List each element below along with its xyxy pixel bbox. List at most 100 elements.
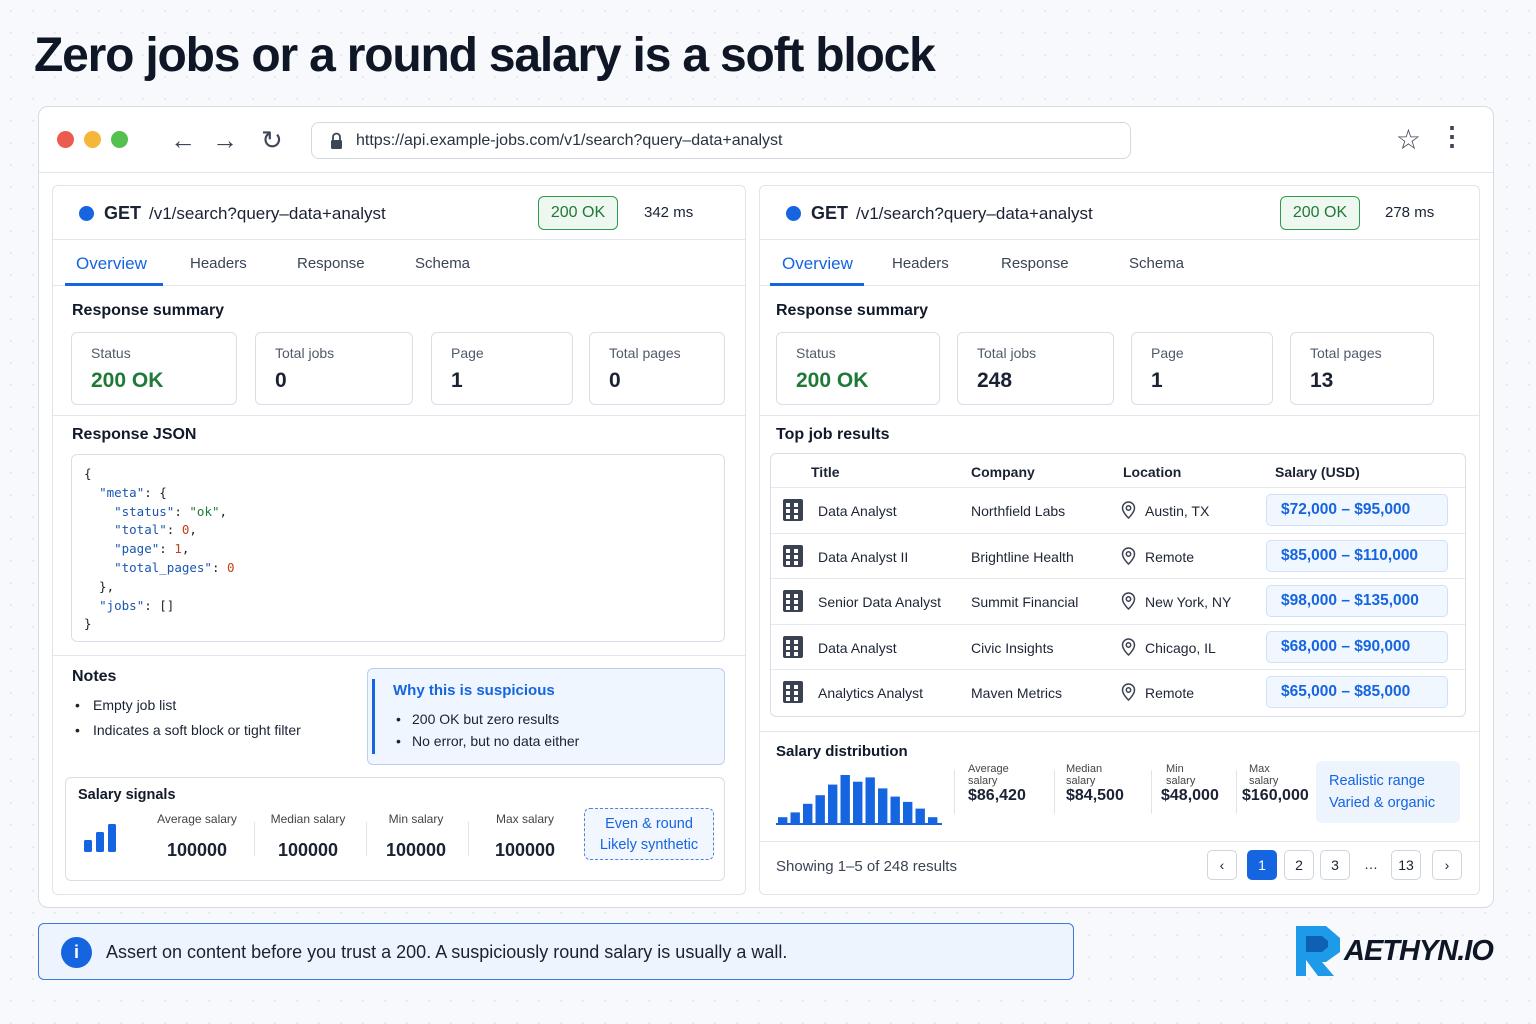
page-button-13[interactable]: 13 [1391,850,1421,880]
more-menu-icon[interactable]: ⋮ [1439,121,1465,151]
card-value: 200 OK [796,369,869,392]
tab-bar: Overview Headers Response Schema [53,240,745,286]
salary-range: $85,000 – $110,000 [1266,539,1448,572]
active-tab-indicator [65,283,163,286]
histogram-bar [803,803,813,823]
company-name: Brightline Health [971,548,1074,565]
histogram-bar [915,808,925,823]
job-title: Senior Data Analyst [818,594,941,610]
histogram-bar [903,801,913,823]
browser-toolbar: ← → ↻ https://api.example-jobs.com/v1/se… [39,107,1493,173]
http-method: GET [811,203,849,223]
tab-overview[interactable]: Overview [76,254,147,273]
tab-headers[interactable]: Headers [190,255,247,272]
column-header-location[interactable]: Location [1123,464,1182,480]
suspicious-callout: Why this is suspicious 200 OK but zero r… [367,668,725,765]
building-icon [783,544,803,567]
card-value: 0 [275,369,287,392]
column-header-salary[interactable]: Salary (USD) [1275,464,1360,480]
brand-logo: AETHYN.IO [1292,924,1497,980]
signal-average: Average salary 100000 [152,812,242,861]
info-icon: i [61,937,92,968]
address-bar[interactable]: https://api.example-jobs.com/v1/search?q… [311,122,1131,159]
table-row[interactable]: Data Analyst II Brightline Health Remote $8… [771,532,1465,578]
card-value: 0 [609,369,621,392]
prev-page-button[interactable]: ‹ [1207,850,1237,880]
json-value: "ok" [189,503,220,519]
minimize-window-icon[interactable] [84,131,101,148]
location-pin-icon [1121,546,1136,565]
request-path: /v1/search?query–data+analyst [149,204,386,223]
divider [954,770,955,814]
signal-label: Min salary [388,812,444,826]
forward-arrow-icon[interactable]: → [212,125,238,155]
card-value: 1 [1151,369,1163,392]
card-value: 248 [977,369,1013,392]
maximize-window-icon[interactable] [111,131,128,148]
realistic-badge: Realistic range Varied & organic [1316,761,1460,823]
card-label: Total pages [609,345,681,361]
company-name: Civic Insights [971,639,1054,656]
url-text: https://api.example-jobs.com/v1/search?q… [356,132,783,149]
divider [254,822,255,856]
next-page-button[interactable]: › [1432,850,1462,880]
table-row[interactable]: Senior Data Analyst Summit Financial New Y… [771,578,1465,623]
json-key: "total" [114,522,167,538]
tab-schema[interactable]: Schema [1129,255,1185,272]
back-arrow-icon[interactable]: ← [170,125,196,155]
column-header-title[interactable]: Title [811,464,840,480]
job-title: Data Analyst [818,503,897,519]
list-item: Empty job list [73,697,301,713]
close-window-icon[interactable] [57,131,74,148]
job-title: Data Analyst II [818,548,909,565]
dist-stat-value: $48,000 [1161,787,1219,804]
http-method: GET [104,203,142,223]
summary-card-page: Page 1 [431,332,573,405]
card-label: Status [796,345,836,361]
badge-line: Even & round [605,816,693,832]
company-name: Summit Financial [971,594,1079,610]
brand-mark-icon [1296,926,1340,976]
list-item: Indicates a soft block or tight filter [73,722,301,738]
right-panel: GET /v1/search?query–data+analyst 200 OK… [759,185,1480,895]
status-badge: 200 OK [538,196,618,230]
column-header-company[interactable]: Company [971,464,1035,480]
salary-range: $72,000 – $95,000 [1266,494,1448,526]
job-title: Analytics Analyst [818,685,924,701]
dist-stat-value: $160,000 [1242,787,1309,804]
card-value: 13 [1310,369,1334,392]
tab-headers[interactable]: Headers [892,255,949,272]
callout-title: Why this is suspicious [393,682,555,699]
tab-overview[interactable]: Overview [782,254,853,273]
summary-card-status: Status 200 OK [71,332,237,405]
salary-signals-card: Salary signals Average salary 100000 Medi… [65,777,725,881]
page-button-3[interactable]: 3 [1320,850,1350,880]
histogram-bar [815,795,825,823]
dist-stat-value: $84,500 [1066,787,1124,804]
bookmark-star-icon[interactable]: ☆ [1395,124,1421,155]
salary-range: $98,000 – $135,000 [1266,585,1448,617]
page-button-2[interactable]: 2 [1284,850,1314,880]
building-icon [783,499,803,521]
reload-icon[interactable]: ↻ [261,125,283,155]
table-row[interactable]: Data Analyst Northfield Labs Austin, TX $72… [771,487,1465,532]
signal-max: Max salary 100000 [480,812,570,861]
divider [468,822,469,856]
table-row[interactable]: Analytics Analyst Maven Metrics Remote $65,… [771,669,1465,714]
table-row[interactable]: Data Analyst Civic Insights Chicago, IL $68… [771,623,1465,669]
notes-list: Empty job list Indicates a soft block or… [73,697,301,747]
notes-title: Notes [72,668,117,685]
tab-schema[interactable]: Schema [415,255,471,272]
signal-label: Max salary [495,812,554,826]
salary-range: $65,000 – $85,000 [1266,676,1448,708]
signal-label: Median salary [270,812,346,826]
tab-response[interactable]: Response [1001,255,1069,272]
response-json: { "meta": { "status": "ok", "total": 0, … [71,454,725,642]
tab-response[interactable]: Response [297,255,365,272]
json-key: "status" [114,503,175,519]
tab-bar: Overview Headers Response Schema [760,240,1479,286]
divider [760,841,1479,842]
location-pin-icon [1121,501,1136,519]
building-icon [783,635,803,658]
page-button-1[interactable]: 1 [1247,850,1277,880]
